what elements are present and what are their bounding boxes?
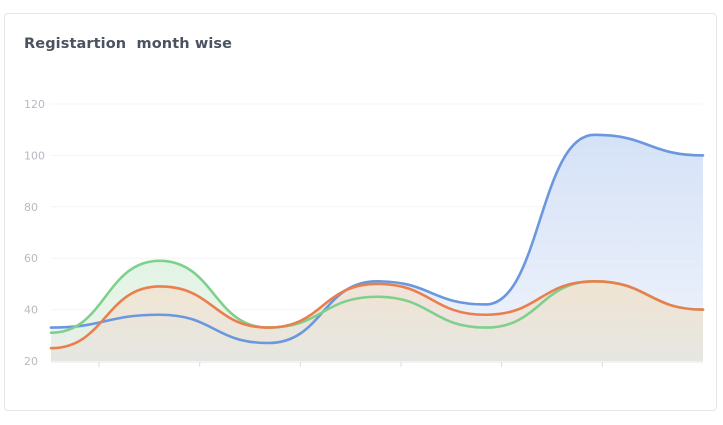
y-tick-label: 120 <box>24 98 45 111</box>
y-tick-label: 80 <box>24 201 38 214</box>
series-2-area <box>51 281 703 361</box>
card-title: Registartion month wise <box>24 36 233 52</box>
y-tick-label: 100 <box>24 149 45 162</box>
y-tick-label: 20 <box>24 355 38 368</box>
series-2-line <box>49 280 705 350</box>
y-tick-label: 40 <box>24 304 38 317</box>
series-0-line <box>49 133 705 345</box>
y-tick-label: 60 <box>24 252 38 265</box>
